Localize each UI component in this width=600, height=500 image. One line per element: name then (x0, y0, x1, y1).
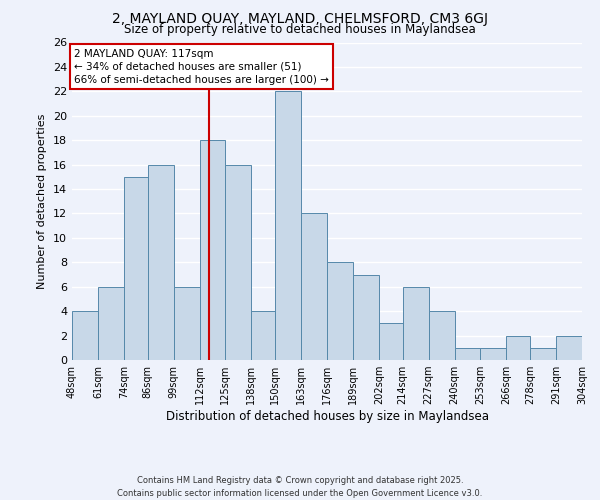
Bar (173, 286, 199, 360)
Bar (199, 140, 226, 360)
Bar (327, 262, 353, 360)
Text: Contains HM Land Registry data © Crown copyright and database right 2025.
Contai: Contains HM Land Registry data © Crown c… (118, 476, 482, 498)
Bar (275, 92, 301, 360)
Y-axis label: Number of detached properties: Number of detached properties (37, 114, 47, 289)
Bar (251, 311, 275, 360)
Bar (72, 311, 98, 360)
Bar (353, 274, 379, 360)
Bar (379, 324, 403, 360)
Text: 2, MAYLAND QUAY, MAYLAND, CHELMSFORD, CM3 6GJ: 2, MAYLAND QUAY, MAYLAND, CHELMSFORD, CM… (112, 12, 488, 26)
Bar (226, 164, 251, 360)
Bar (530, 348, 556, 360)
Bar (124, 177, 148, 360)
Bar (98, 286, 124, 360)
Bar (403, 286, 428, 360)
Bar (428, 311, 455, 360)
Bar (455, 348, 481, 360)
X-axis label: Distribution of detached houses by size in Maylandsea: Distribution of detached houses by size … (166, 410, 488, 423)
Text: Size of property relative to detached houses in Maylandsea: Size of property relative to detached ho… (124, 22, 476, 36)
Bar (148, 164, 173, 360)
Bar (506, 336, 530, 360)
Bar (481, 348, 506, 360)
Text: 2 MAYLAND QUAY: 117sqm
← 34% of detached houses are smaller (51)
66% of semi-det: 2 MAYLAND QUAY: 117sqm ← 34% of detached… (74, 48, 329, 85)
Bar (301, 214, 327, 360)
Bar (556, 336, 582, 360)
